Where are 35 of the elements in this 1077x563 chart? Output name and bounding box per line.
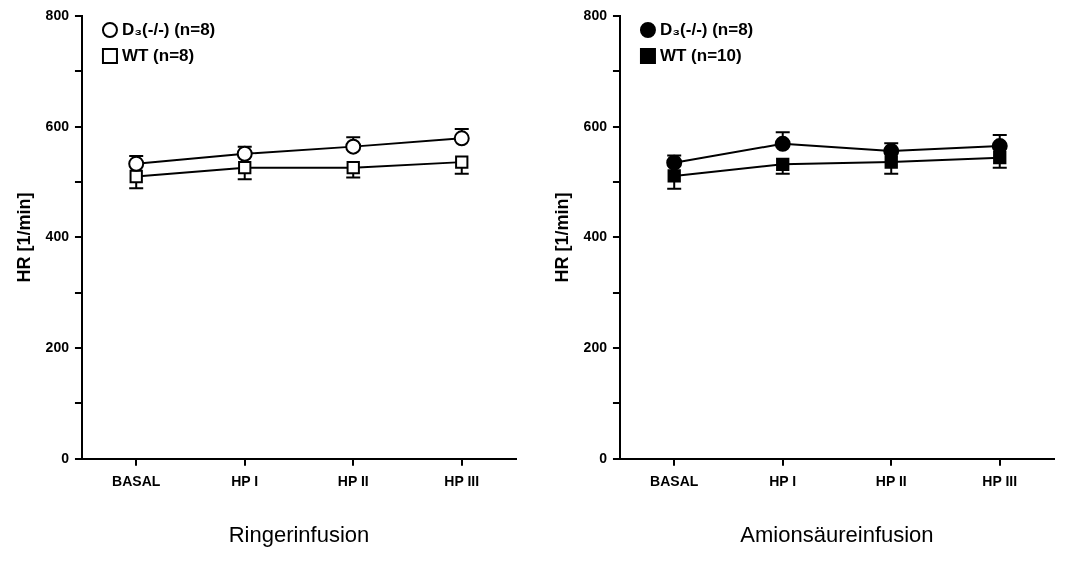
point [345,138,362,155]
point [236,145,253,162]
point [455,155,469,169]
x-tick-label: HP II [875,473,907,490]
y-tick-label: 0 [599,449,608,466]
y-tick-label: 200 [45,338,70,355]
legend-label: WT (n=10) [659,45,742,65]
y-tick-label: 600 [583,117,608,134]
point [776,157,790,171]
point [238,161,252,175]
y-tick-label: 400 [45,228,70,245]
point [346,161,360,175]
y-tick-label: 800 [45,6,70,23]
y-tick-label: 600 [45,117,70,134]
y-axis-title: HR [1/min] [13,192,34,283]
legend-label: D₃(-/-) (n=8) [121,19,216,39]
x-tick-label: HP III [444,473,480,490]
y-tick-label: 200 [583,338,608,355]
y-tick-label: 400 [583,228,608,245]
legend-label: D₃(-/-) (n=8) [659,19,754,39]
x-tick-label: HP I [769,473,797,490]
x-tick-label: BASAL [650,473,699,490]
x-axis-title: Ringerinfusion [228,521,370,547]
y-tick-label: 800 [583,6,608,23]
x-axis-title: Amionsäureinfusion [740,521,934,547]
x-tick-label: HP II [337,473,369,490]
x-tick-label: BASAL [112,473,161,490]
x-tick-label: HP III [982,473,1018,490]
legend-label: WT (n=8) [121,45,195,65]
point [129,169,143,184]
y-tick-label: 0 [61,449,70,466]
point [667,169,681,183]
point [774,135,791,152]
y-axis-title: HR [1/min] [551,192,572,283]
x-tick-label: HP I [231,473,259,490]
